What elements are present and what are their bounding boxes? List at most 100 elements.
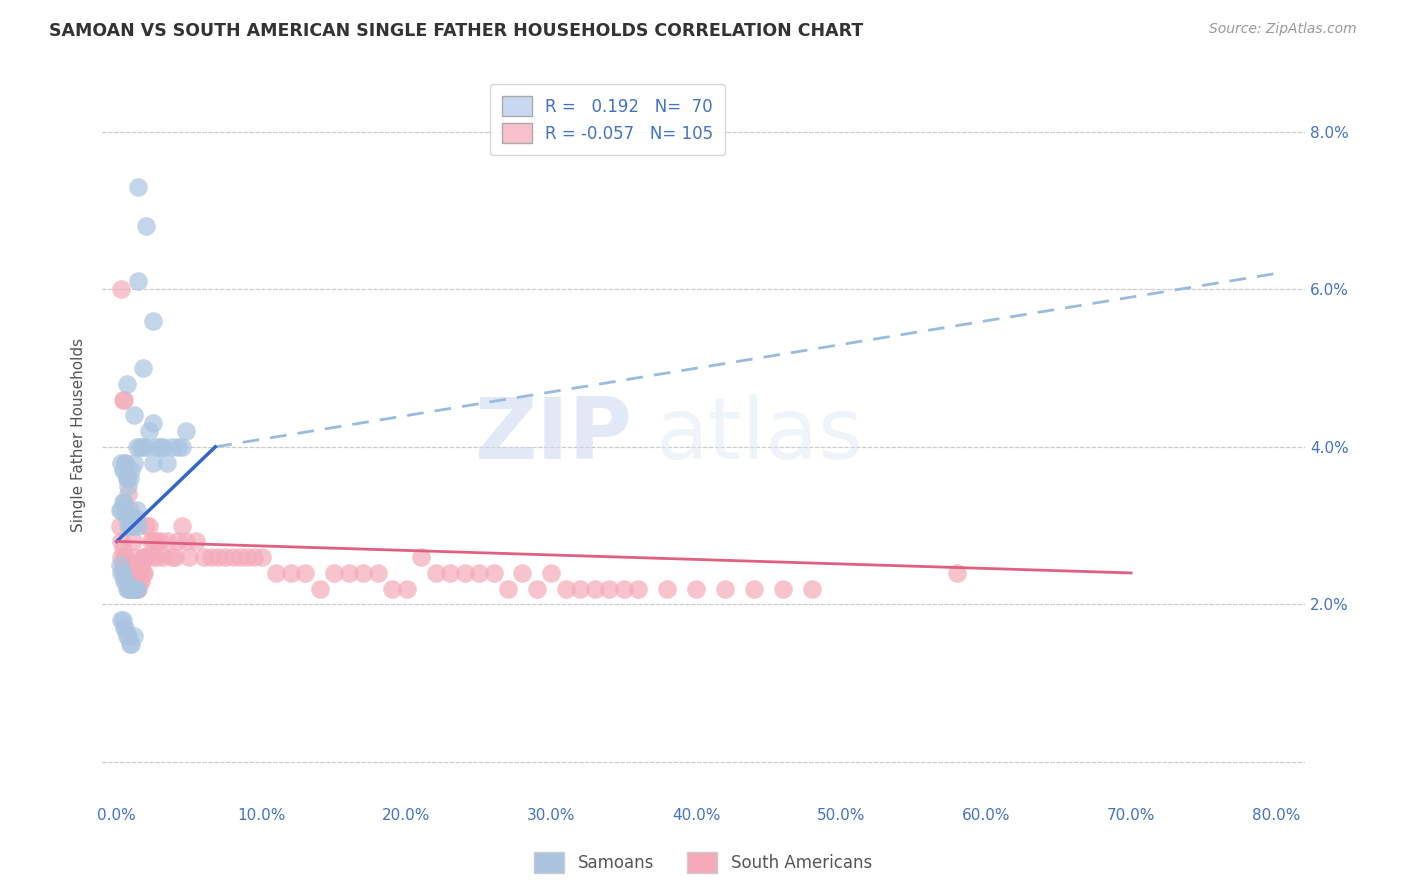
Point [160, 440, 183, 454]
Point [229, 550, 252, 565]
Point [121, 582, 143, 596]
Point [118, 637, 141, 651]
Point [110, 503, 132, 517]
Point [142, 456, 165, 470]
Point [214, 550, 236, 565]
Legend: R =   0.192   N=  70, R = -0.057   N= 105: R = 0.192 N= 70, R = -0.057 N= 105 [491, 84, 725, 155]
Point [112, 566, 135, 580]
Point [114, 456, 136, 470]
Point [122, 510, 145, 524]
Point [124, 582, 146, 596]
Point [120, 518, 142, 533]
Point [512, 566, 534, 580]
Point [125, 503, 148, 517]
Point [439, 566, 461, 580]
Point [117, 487, 139, 501]
Legend: Samoans, South Americans: Samoans, South Americans [527, 846, 879, 880]
Point [108, 558, 131, 572]
Point [112, 495, 135, 509]
Point [395, 582, 418, 596]
Point [555, 582, 578, 596]
Point [127, 582, 149, 596]
Point [149, 440, 172, 454]
Point [110, 282, 132, 296]
Point [170, 518, 193, 533]
Point [468, 566, 491, 580]
Point [714, 582, 737, 596]
Point [425, 566, 447, 580]
Point [801, 582, 824, 596]
Point [186, 534, 208, 549]
Point [117, 582, 139, 596]
Point [152, 440, 174, 454]
Point [112, 574, 135, 588]
Point [120, 518, 142, 533]
Point [128, 574, 150, 588]
Point [583, 582, 606, 596]
Point [122, 582, 145, 596]
Point [114, 558, 136, 572]
Point [117, 574, 139, 588]
Point [124, 510, 146, 524]
Point [111, 558, 134, 572]
Point [409, 550, 432, 565]
Point [132, 550, 155, 565]
Point [112, 392, 135, 407]
Point [221, 550, 243, 565]
Point [135, 518, 157, 533]
Point [108, 503, 131, 517]
Point [122, 456, 145, 470]
Point [127, 179, 149, 194]
Point [131, 574, 153, 588]
Point [146, 550, 169, 565]
Point [110, 456, 132, 470]
Point [135, 219, 157, 234]
Point [112, 550, 135, 565]
Point [294, 566, 316, 580]
Point [174, 534, 197, 549]
Point [146, 440, 169, 454]
Point [337, 566, 360, 580]
Point [117, 629, 139, 643]
Point [115, 376, 138, 391]
Point [115, 629, 138, 643]
Point [110, 534, 132, 549]
Point [112, 463, 135, 477]
Point [323, 566, 346, 580]
Point [118, 510, 141, 524]
Point [111, 463, 134, 477]
Point [120, 566, 142, 580]
Point [142, 550, 165, 565]
Point [112, 621, 135, 635]
Point [243, 550, 266, 565]
Point [125, 582, 148, 596]
Text: SAMOAN VS SOUTH AMERICAN SINGLE FATHER HOUSEHOLDS CORRELATION CHART: SAMOAN VS SOUTH AMERICAN SINGLE FATHER H… [49, 22, 863, 40]
Point [122, 409, 145, 423]
Point [598, 582, 620, 596]
Point [110, 566, 132, 580]
Point [122, 629, 145, 643]
Point [170, 440, 193, 454]
Text: Source: ZipAtlas.com: Source: ZipAtlas.com [1209, 22, 1357, 37]
Point [160, 550, 183, 565]
Point [115, 471, 138, 485]
Point [114, 503, 136, 517]
Point [352, 566, 374, 580]
Point [115, 471, 138, 485]
Point [132, 440, 155, 454]
Point [128, 440, 150, 454]
Point [526, 582, 548, 596]
Point [122, 566, 145, 580]
Point [163, 550, 186, 565]
Text: atlas: atlas [655, 393, 863, 476]
Point [744, 582, 766, 596]
Point [142, 416, 165, 430]
Point [496, 582, 519, 596]
Point [280, 566, 302, 580]
Point [207, 550, 229, 565]
Point [134, 566, 156, 580]
Point [569, 582, 592, 596]
Point [132, 566, 155, 580]
Point [114, 574, 136, 588]
Point [145, 534, 167, 549]
